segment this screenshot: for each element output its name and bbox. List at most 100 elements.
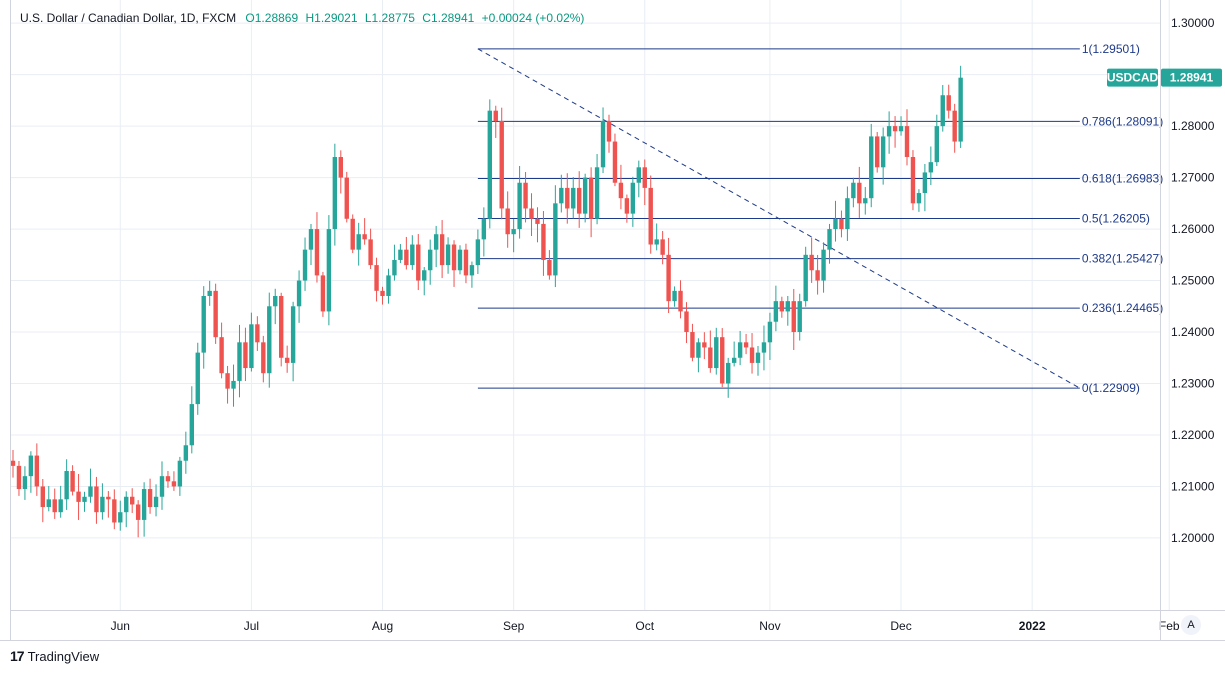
y-tick-label: 1.28000 (1171, 119, 1215, 133)
candle-up (296, 280, 302, 307)
candle-up (422, 270, 427, 281)
candle-down (338, 157, 343, 178)
candle-down (547, 259, 552, 276)
candle-up (308, 229, 314, 250)
candle-down (463, 249, 469, 276)
x-tick-label: Jul (244, 619, 259, 633)
candle-down (451, 244, 457, 271)
candle-up (869, 136, 874, 199)
symbol-tag-bg (1107, 68, 1158, 87)
candle-up (594, 167, 600, 219)
candle-down (368, 239, 373, 266)
y-tick-label: 1.22000 (1171, 428, 1215, 442)
candle-down (76, 491, 81, 502)
candle-down (279, 295, 284, 358)
close-value: C1.28941 (422, 11, 475, 25)
x-tick-label: Aug (372, 619, 393, 633)
candle-down (946, 95, 951, 111)
x-tick-label: Oct (635, 619, 654, 633)
candle-up (231, 380, 236, 389)
candle-down (588, 177, 594, 219)
candle-up (863, 198, 868, 204)
candle-up (582, 177, 588, 214)
candle-up (410, 244, 415, 266)
candle-up (922, 172, 928, 194)
candle-up (481, 218, 487, 240)
symbol-tag-label: USDCAD (1107, 71, 1159, 85)
x-tick-label: 2022 (1019, 619, 1046, 633)
candle-up (124, 496, 129, 513)
candle-up (630, 182, 636, 214)
candle-up (64, 471, 69, 500)
auto-scale-button[interactable]: A (1181, 615, 1201, 635)
axes: 1.300001.290001.280001.270001.260001.250… (0, 0, 1225, 641)
candle-down (577, 187, 582, 214)
grid (10, 0, 1170, 610)
candle-up (755, 352, 761, 363)
candle-down (362, 234, 367, 240)
candle-down (857, 182, 862, 204)
candle-up (761, 342, 767, 353)
candle-up (100, 496, 105, 513)
y-tick-label: 1.21000 (1171, 479, 1215, 493)
candle-up (159, 476, 165, 497)
candle-up (82, 496, 87, 502)
candle-up (22, 476, 28, 490)
candle-down (606, 120, 612, 142)
candle-up (249, 324, 254, 369)
candle-down (892, 126, 898, 132)
y-tick-label: 1.25000 (1171, 274, 1215, 288)
candle-up (934, 126, 939, 163)
candle-down (660, 239, 665, 255)
y-tick-label: 1.24000 (1171, 325, 1215, 339)
candle-up (445, 244, 451, 266)
tradingview-branding[interactable]: 17 TradingView (10, 648, 99, 664)
candle-down (523, 182, 528, 209)
candle-down (809, 254, 814, 271)
candle-down (243, 342, 248, 369)
candle-down (213, 290, 218, 338)
fib-level-label: 1(1.29501) (1082, 42, 1140, 56)
candle-up (141, 489, 147, 520)
candle-down (708, 347, 713, 369)
candle-up (916, 193, 922, 204)
y-tick-label: 1.23000 (1171, 377, 1215, 391)
candle-up (207, 290, 212, 296)
candle-down (904, 126, 910, 158)
candle-down (541, 223, 546, 260)
candle-up (898, 126, 904, 132)
candle-down (284, 357, 290, 363)
fib-retracement[interactable]: 1(1.29501) 0.786(1.28091) 0.618(1.26983) 0.… (477, 42, 1163, 395)
candle-down (690, 332, 695, 358)
y-tick-label: 1.27000 (1171, 171, 1215, 185)
candle-up (46, 499, 51, 508)
candle-down (499, 120, 504, 209)
candle-down (165, 476, 171, 482)
candle-up (428, 249, 433, 271)
candle-up (332, 157, 338, 230)
candle-up (273, 295, 278, 307)
x-tick-label: Nov (759, 619, 780, 633)
candle-down (875, 136, 880, 168)
candle-down (52, 499, 57, 513)
candle-up (886, 126, 892, 137)
candle-up (600, 120, 606, 168)
candle-up (58, 499, 63, 513)
candle-up (803, 254, 808, 302)
candle-down (642, 167, 647, 188)
candle-up (118, 512, 123, 523)
fib-level-label: 0.618(1.26983) (1082, 171, 1163, 185)
candle-down (147, 489, 153, 508)
candle-up (821, 249, 826, 281)
candle-up (153, 496, 159, 508)
candle-up (88, 486, 93, 497)
candle-down (952, 110, 957, 142)
candles (10, 65, 963, 538)
candle-up (189, 404, 194, 446)
candle-down (529, 208, 534, 219)
candle-down (439, 234, 445, 266)
candle-up (267, 306, 272, 374)
candle-down (678, 290, 683, 312)
candle-up (827, 229, 832, 250)
